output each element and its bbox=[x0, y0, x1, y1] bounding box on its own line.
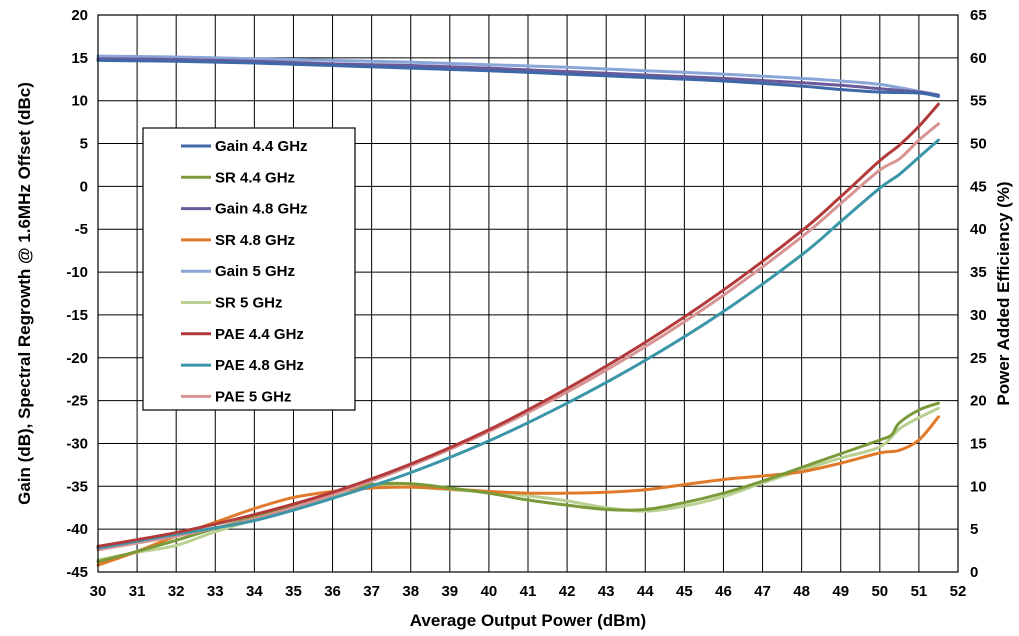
x-tick-label: 31 bbox=[129, 583, 146, 600]
x-tick-label: 46 bbox=[715, 583, 732, 600]
legend-label: PAE 5 GHz bbox=[215, 388, 291, 405]
x-tick-label: 41 bbox=[520, 583, 537, 600]
y-tick-label: -5 bbox=[75, 221, 88, 238]
series-line-pae-4-4-ghz bbox=[96, 102, 940, 548]
x-axis-title: Average Output Power (dBm) bbox=[410, 611, 646, 630]
x-tick-label: 35 bbox=[285, 583, 302, 600]
x-tick-label: 32 bbox=[168, 583, 185, 600]
legend-box bbox=[142, 127, 356, 411]
y2-tick-label: 45 bbox=[970, 178, 987, 195]
x-tick-label: 48 bbox=[793, 583, 810, 600]
series-line-sr-4-4-ghz bbox=[96, 401, 940, 564]
x-tick-label: 47 bbox=[754, 583, 771, 600]
x-tick-label: 38 bbox=[402, 583, 419, 600]
y2-tick-label: 60 bbox=[970, 50, 987, 67]
y2-tick-label: 15 bbox=[970, 435, 987, 452]
y2-tick-label: 10 bbox=[970, 478, 987, 495]
plot-area-border bbox=[97, 14, 959, 573]
x-tick-label: 33 bbox=[207, 583, 224, 600]
x-tick-label: 42 bbox=[559, 583, 576, 600]
y-tick-label: -45 bbox=[66, 564, 88, 581]
x-tick-label: 50 bbox=[871, 583, 888, 600]
x-tick-label: 44 bbox=[637, 583, 654, 600]
y2-tick-label: 55 bbox=[970, 93, 987, 110]
y-tick-label: 0 bbox=[80, 178, 88, 195]
legend-label: Gain 5 GHz bbox=[215, 263, 295, 280]
y-axis-title: Gain (dB), Spectral Regrowth @ 1.6MHz Of… bbox=[15, 82, 34, 505]
y2-tick-label: 5 bbox=[970, 521, 978, 538]
y-tick-label: -20 bbox=[66, 350, 88, 367]
x-tick-label: 52 bbox=[950, 583, 967, 600]
legend-label: Gain 4.4 GHz bbox=[215, 138, 308, 155]
y2-tick-label: 65 bbox=[970, 7, 987, 24]
x-tick-label: 51 bbox=[911, 583, 928, 600]
y2-tick-label: 35 bbox=[970, 264, 987, 281]
y-tick-label: 20 bbox=[71, 7, 88, 24]
legend-label: PAE 4.4 GHz bbox=[215, 326, 304, 343]
series-line-gain-4-4-ghz bbox=[96, 58, 940, 98]
series-line-gain-5-ghz bbox=[96, 54, 940, 97]
x-tick-label: 30 bbox=[90, 583, 107, 600]
series-line-sr-4-8-ghz bbox=[96, 415, 940, 567]
series-line-pae-4-8-ghz bbox=[96, 138, 940, 550]
x-tick-label: 43 bbox=[598, 583, 615, 600]
series-line-sr-5-ghz bbox=[96, 406, 940, 562]
y2-axis-title: Power Added Efficiency (%) bbox=[994, 181, 1013, 405]
y-tick-label: 10 bbox=[71, 93, 88, 110]
legend: Gain 4.4 GHz SR 4.4 GHz Gain 4.8 GHz SR 4.8… bbox=[142, 127, 356, 411]
legend-label: SR 5 GHz bbox=[215, 295, 283, 312]
y-axis-tick-labels: 20 15 10 5 0 -5 -10 -15 -20 -25 -30 -35 -40 -45 bbox=[66, 7, 88, 581]
x-axis-tick-labels: 30 31 32 33 34 35 36 37 38 39 40 41 42 43 44 45 46 47 48 49… bbox=[90, 583, 967, 600]
y-tick-label: -40 bbox=[66, 521, 88, 538]
legend-label: PAE 4.8 GHz bbox=[215, 357, 304, 374]
x-tick-label: 39 bbox=[441, 583, 458, 600]
x-tick-label: 45 bbox=[676, 583, 693, 600]
y2-tick-label: 50 bbox=[970, 136, 987, 153]
y-tick-label: -15 bbox=[66, 307, 88, 324]
series-lines bbox=[96, 54, 940, 567]
y2-tick-label: 0 bbox=[970, 564, 978, 581]
y-tick-label: 15 bbox=[71, 50, 88, 67]
x-tick-label: 49 bbox=[832, 583, 849, 600]
legend-label: Gain 4.8 GHz bbox=[215, 201, 308, 218]
y-tick-label: -30 bbox=[66, 435, 88, 452]
y-tick-label: -25 bbox=[66, 393, 88, 410]
x-tick-label: 37 bbox=[363, 583, 380, 600]
y2-tick-label: 40 bbox=[970, 221, 987, 238]
y-tick-label: -10 bbox=[66, 264, 88, 281]
y2-tick-label: 25 bbox=[970, 350, 987, 367]
series-line-gain-4-8-ghz bbox=[96, 57, 940, 98]
x-tick-label: 40 bbox=[481, 583, 498, 600]
x-tick-label: 34 bbox=[246, 583, 263, 600]
y-tick-label: -35 bbox=[66, 478, 88, 495]
legend-label: SR 4.4 GHz bbox=[215, 169, 295, 186]
y2-tick-label: 20 bbox=[970, 393, 987, 410]
y2-tick-label: 30 bbox=[970, 307, 987, 324]
y-tick-label: 5 bbox=[80, 136, 88, 153]
legend-label: SR 4.8 GHz bbox=[215, 232, 295, 249]
series-line-pae-5-ghz bbox=[96, 122, 940, 552]
x-tick-label: 36 bbox=[324, 583, 341, 600]
